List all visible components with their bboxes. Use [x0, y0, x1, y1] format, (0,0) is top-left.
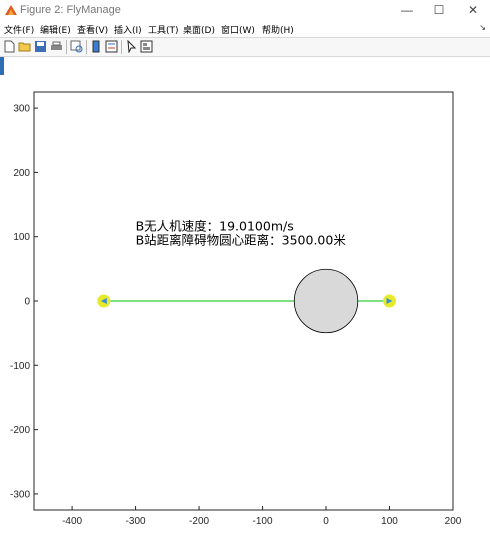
menu-bar: 文件(F) 编辑(E) 查看(V) 插入(I) 工具(T) 桌面(D) 窗口(W…: [0, 20, 490, 36]
toolbar: [0, 37, 490, 57]
property-editor-icon[interactable]: [140, 40, 153, 53]
x-tick-label: 0: [323, 516, 329, 527]
y-tick-label: -200: [10, 425, 30, 436]
print-icon[interactable]: [50, 40, 63, 53]
y-tick-label: 100: [13, 232, 30, 243]
toolbar-separator: [86, 40, 87, 54]
menu-tools[interactable]: 工具(T): [148, 26, 179, 36]
window-title: Figure 2: FlyManage: [20, 4, 121, 16]
start-marker: [100, 298, 107, 304]
plot-axes[interactable]: -400 -300 -200 -100 0 100 200 300 200 100 0 -100 -20…: [0, 57, 490, 546]
minimize-button[interactable]: —: [401, 3, 413, 17]
y-tick-label: -100: [10, 361, 30, 372]
toolbar-separator: [121, 40, 122, 54]
obstacle-circle: [293, 268, 359, 334]
y-tick-label: 200: [13, 168, 30, 179]
figure-dock-indicator: [0, 57, 4, 75]
save-icon[interactable]: [34, 40, 47, 53]
close-button[interactable]: ✕: [467, 3, 479, 17]
x-tick-label: -400: [62, 516, 82, 527]
y-tick-label: 0: [24, 297, 30, 308]
menu-view[interactable]: 查看(V): [77, 26, 109, 36]
y-tick-label: -300: [10, 489, 30, 500]
end-marker: [386, 298, 393, 304]
new-figure-icon[interactable]: [3, 40, 16, 53]
title-bar: Figure 2: FlyManage — ☐ ✕: [0, 0, 490, 20]
print-preview-icon[interactable]: [70, 40, 83, 53]
matlab-figure-icon: [5, 5, 17, 15]
menu-window[interactable]: 窗口(W): [221, 26, 255, 36]
x-tick-label: 100: [381, 516, 398, 527]
x-tick-label: -300: [126, 516, 146, 527]
menu-edit[interactable]: 编辑(E): [40, 26, 71, 36]
legend-icon[interactable]: [105, 40, 118, 53]
menu-file[interactable]: 文件(F): [4, 26, 35, 36]
pointer-icon[interactable]: [125, 40, 138, 53]
x-tick-label: 200: [445, 516, 462, 527]
menu-help[interactable]: 帮助(H): [262, 26, 294, 36]
menu-insert[interactable]: 插入(I): [114, 26, 142, 36]
annotation-distance: B站距离障碍物圆心距离：3500.00米: [136, 232, 347, 247]
open-file-icon[interactable]: [18, 40, 31, 53]
x-tick-label: -200: [189, 516, 209, 527]
x-tick-label: -100: [253, 516, 273, 527]
y-tick-label: 300: [13, 104, 30, 115]
menu-desktop[interactable]: 桌面(D): [183, 26, 215, 36]
colorbar-icon[interactable]: [90, 40, 103, 53]
toolbar-separator: [66, 40, 67, 54]
annotation-speed: B无人机速度：19.0100m/s: [136, 218, 294, 233]
dock-arrow-icon[interactable]: ↘: [479, 23, 486, 32]
maximize-button[interactable]: ☐: [433, 3, 445, 17]
